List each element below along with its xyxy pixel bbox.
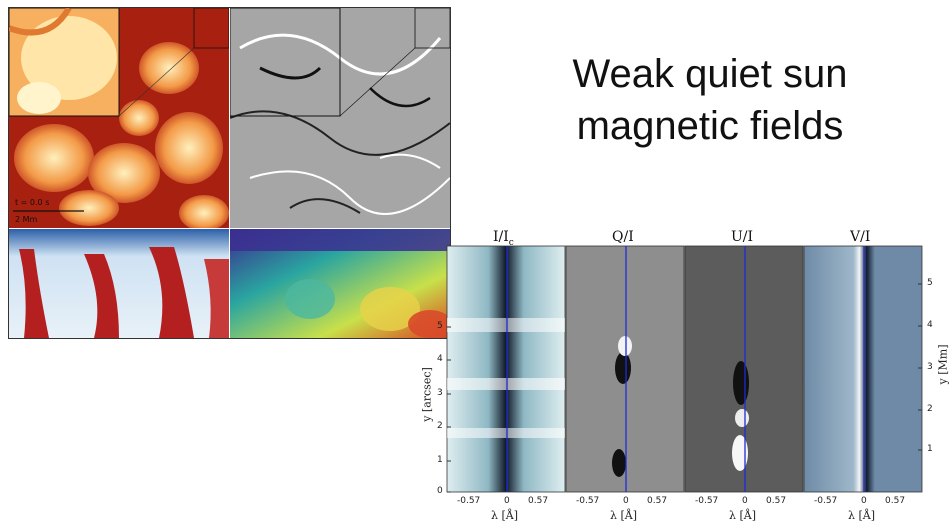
velocity-slice-map [9, 229, 229, 338]
magnetogram-panel [230, 8, 450, 228]
stokes-figure: I/Ic Q/I U/I V/I 0 1 2 3 4 5 y [arcsec] … [415, 228, 952, 526]
x-axis-title: λ [Å] [729, 509, 756, 522]
x-axis-title: λ [Å] [491, 509, 518, 522]
y-tick-left: 2 [437, 421, 443, 431]
magnetogram-map [230, 8, 450, 228]
velocity-slice-panel [9, 229, 229, 338]
y-tick-right: 4 [927, 320, 933, 330]
intensity-panel: t = 0.0 s 2 Mm [9, 8, 229, 228]
scale-label-time: t = 0.0 s [15, 198, 50, 207]
slide-title-line2: magnetic fields [576, 104, 844, 148]
panel-label-v: V/I [850, 229, 871, 245]
x-tick: 0.57 [528, 496, 549, 506]
y-tick-right: 1 [927, 444, 933, 454]
x-tick: 0 [623, 496, 629, 506]
x-tick: -0.57 [814, 496, 838, 506]
y-axis-title-right: y [Mm] [936, 344, 950, 385]
y-tick-right: 3 [927, 362, 933, 372]
panel-label-i: I/Ic [493, 229, 514, 248]
x-tick: 0.57 [647, 496, 668, 506]
intensity-map [9, 8, 229, 228]
x-tick: 0 [742, 496, 748, 506]
x-axis-title: λ [Å] [610, 509, 637, 522]
x-tick: 0 [504, 496, 510, 506]
stokes-u-panel [684, 245, 804, 493]
stokes-v-panel [803, 245, 923, 493]
x-tick: -0.57 [457, 496, 481, 506]
spectral-slice-map [230, 229, 450, 338]
scale-label-length: 2 Mm [15, 215, 38, 224]
slide-title: Weak quiet sun magnetic fields [520, 48, 900, 152]
y-tick-left: 5 [437, 321, 443, 331]
simulation-composite-image: t = 0.0 s 2 Mm [8, 7, 451, 339]
x-axis-title: λ [Å] [848, 509, 875, 522]
stokes-q-panel [565, 245, 685, 493]
y-tick-left: 0 [437, 486, 443, 496]
slide-title-line1: Weak quiet sun [572, 52, 848, 96]
stokes-panels [446, 245, 923, 493]
y-tick-left: 4 [437, 354, 443, 364]
stokes-i-panel [446, 245, 566, 493]
spectral-slice-panel [230, 229, 450, 338]
x-tick: 0.57 [885, 496, 906, 506]
y-tick-right: 5 [927, 278, 933, 288]
x-tick: -0.57 [576, 496, 600, 506]
y-tick-left: 1 [437, 455, 443, 465]
y-tick-right: 2 [927, 404, 933, 414]
y-axis-title-left: y [arcsec] [420, 367, 434, 422]
x-tick: 0 [861, 496, 867, 506]
left-axis-ticks [447, 326, 451, 493]
panel-label-u: U/I [731, 229, 754, 245]
x-tick: 0.57 [766, 496, 787, 506]
panel-label-q: Q/I [612, 229, 634, 245]
y-tick-left: 3 [437, 388, 443, 398]
x-tick: -0.57 [695, 496, 719, 506]
